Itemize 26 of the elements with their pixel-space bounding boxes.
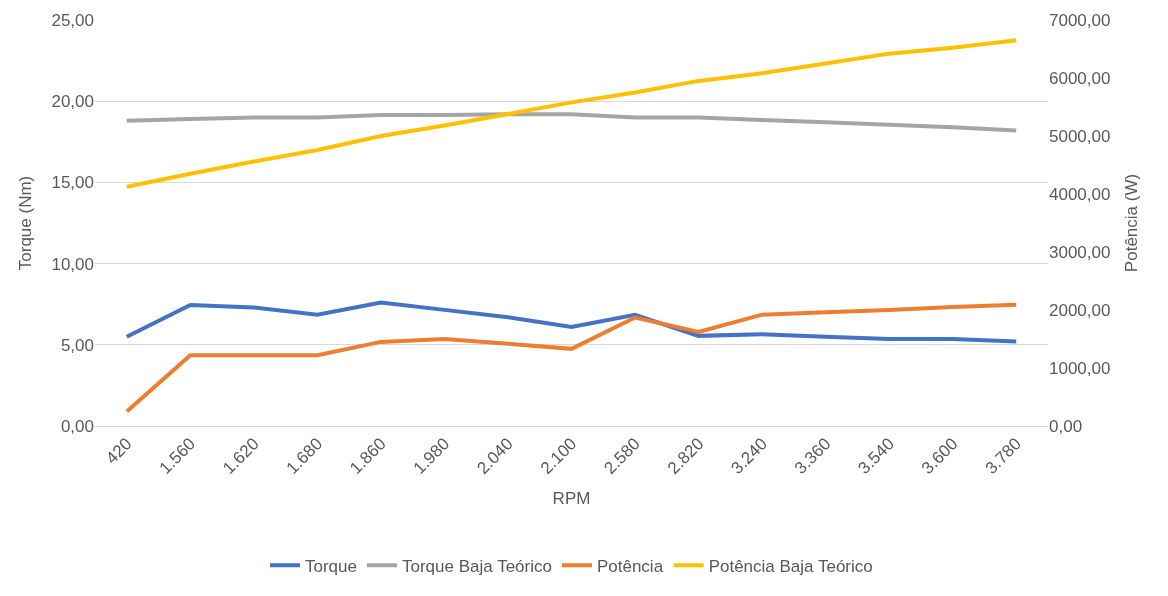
y2-tick-label: 4000,00 [1049,184,1111,204]
y2-tick-label: 0,00 [1049,416,1083,436]
line-series [124,302,1019,414]
y2-tick-label: 6000,00 [1049,68,1111,88]
legend-label: Torque [305,556,357,576]
line-series [124,38,1019,189]
y-axis-title: Torque (Nm) [16,175,35,271]
y-tick-label: 15,00 [51,173,94,193]
y2-tick-label: 1000,00 [1049,358,1111,378]
line-series [124,300,1019,344]
y2-tick-label: 2000,00 [1049,300,1111,320]
x-tick-label: 420 [102,434,136,468]
y-tick-label: 20,00 [51,92,94,112]
x-axis-title: RPM [552,489,591,509]
y-tick-label: 5,00 [60,335,94,355]
y2-tick-label: 7000,00 [1049,10,1111,30]
y2-axis-title: Potência (W) [1121,173,1141,273]
legend-label: Potência Baja Teórico [708,556,873,576]
y-tick-label: 0,00 [60,416,94,436]
legend-label: Torque Baja Teórico [401,556,552,576]
legend-label: Potência [596,556,664,576]
line-series [124,112,1019,133]
y-tick-label: 25,00 [51,10,94,30]
y2-tick-label: 3000,00 [1049,242,1111,262]
y2-tick-label: 5000,00 [1049,126,1111,146]
y-tick-label: 10,00 [51,254,94,274]
